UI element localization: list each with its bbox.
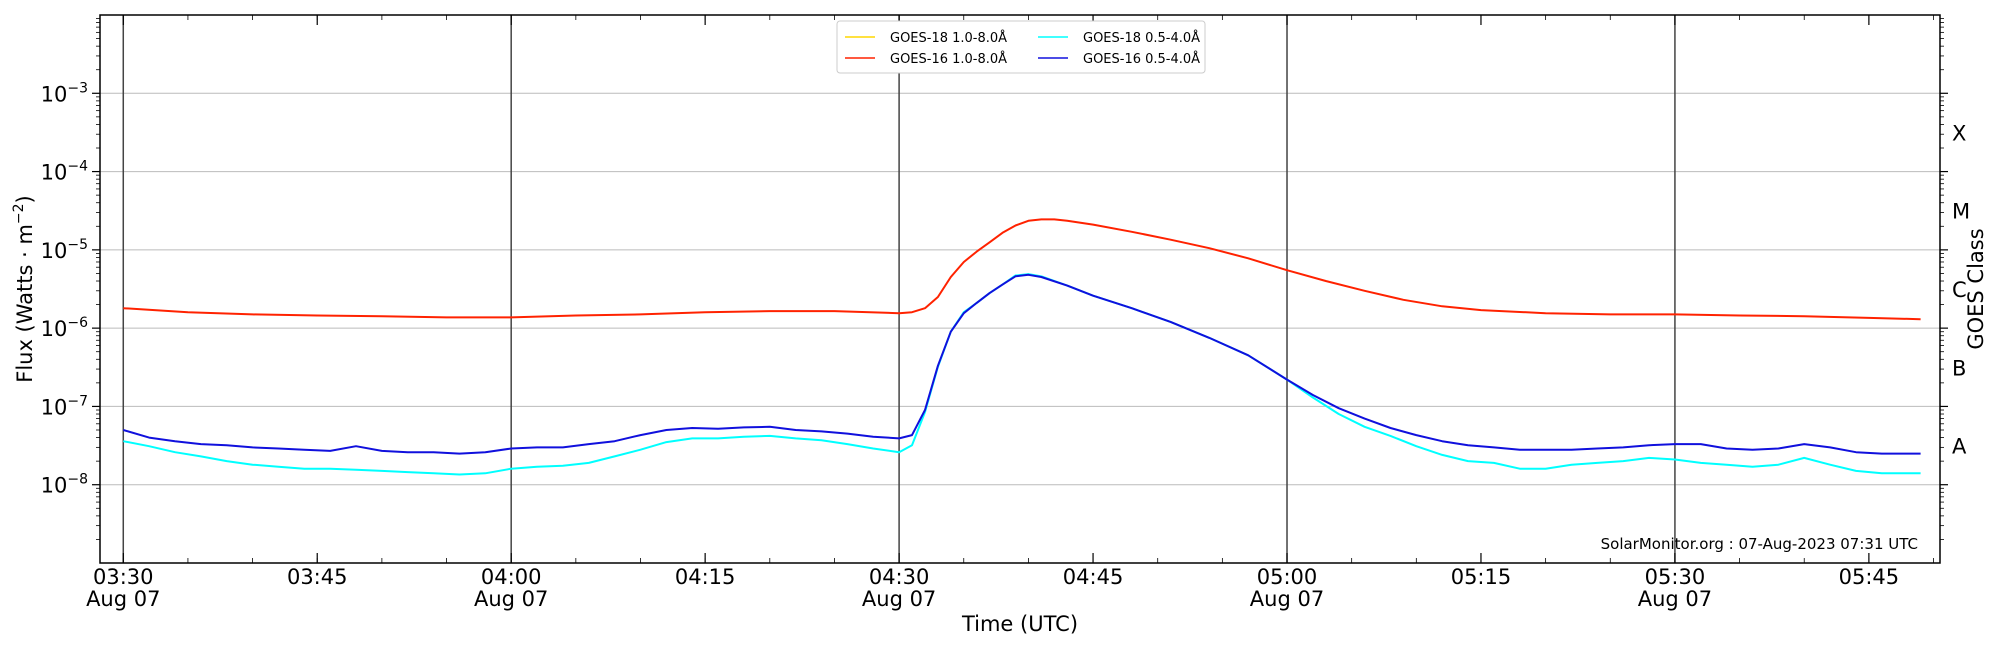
goes-class-label: X bbox=[1952, 121, 1966, 145]
goes-class-label: M bbox=[1952, 200, 1970, 224]
x-tick-label: 03:30 bbox=[93, 565, 154, 589]
y-axis-right-title: GOES Class bbox=[1964, 228, 1988, 349]
legend-entry-label: GOES-16 0.5-4.0Å bbox=[1083, 51, 1200, 67]
legend: GOES-18 1.0-8.0Å GOES-16 1.0-8.0Å GOES-18 … bbox=[836, 20, 1206, 74]
y-tick-label: 10−3 bbox=[41, 80, 88, 106]
series-layer bbox=[123, 218, 1921, 476]
legend-entry-label: GOES-18 0.5-4.0Å bbox=[1083, 30, 1200, 46]
series-line-3 bbox=[123, 273, 1921, 455]
x-tick-label: 04:30 bbox=[869, 565, 930, 589]
tick-layer bbox=[92, 15, 1948, 563]
y-tick-label: 10−7 bbox=[41, 393, 88, 419]
grid-layer bbox=[100, 92, 1940, 486]
x-tick-label: 05:00 bbox=[1257, 565, 1318, 589]
x-tick-label: 04:45 bbox=[1063, 565, 1124, 589]
y-tick-label: 10−5 bbox=[41, 237, 88, 263]
y-axis-title: Flux (Watts · m−2) bbox=[11, 195, 37, 383]
watermark-annotation: SolarMonitor.org : 07-Aug-2023 07:31 UTC bbox=[1601, 535, 1918, 553]
vertical-day-lines bbox=[122, 15, 1676, 563]
plot-frame bbox=[99, 14, 1941, 564]
x-tick-date-label: Aug 07 bbox=[1638, 587, 1712, 611]
goes-class-label: C bbox=[1952, 278, 1967, 302]
x-tick-label: 04:15 bbox=[675, 565, 736, 589]
x-axis-title: Time (UTC) bbox=[961, 612, 1078, 636]
x-tick-label: 05:30 bbox=[1645, 565, 1706, 589]
x-tick-label: 04:00 bbox=[481, 565, 542, 589]
x-tick-date-label: Aug 07 bbox=[474, 587, 548, 611]
legend-entry-label: GOES-16 1.0-8.0Å bbox=[890, 51, 1007, 67]
goes-class-label: A bbox=[1952, 435, 1967, 459]
x-tick-label: 05:15 bbox=[1451, 565, 1512, 589]
goes-class-label: B bbox=[1952, 356, 1966, 380]
y-tick-label: 10−4 bbox=[41, 159, 88, 185]
x-tick-date-label: Aug 07 bbox=[862, 587, 936, 611]
x-tick-label: 05:45 bbox=[1839, 565, 1900, 589]
legend-box bbox=[836, 20, 1206, 74]
x-tick-date-label: Aug 07 bbox=[1250, 587, 1324, 611]
legend-entry-label: GOES-18 1.0-8.0Å bbox=[890, 30, 1007, 46]
y-tick-label: 10−8 bbox=[41, 472, 88, 498]
series-line-1 bbox=[123, 218, 1921, 321]
x-tick-label: 03:45 bbox=[287, 565, 348, 589]
y-tick-label: 10−6 bbox=[41, 315, 88, 341]
x-tick-date-label: Aug 07 bbox=[86, 587, 160, 611]
